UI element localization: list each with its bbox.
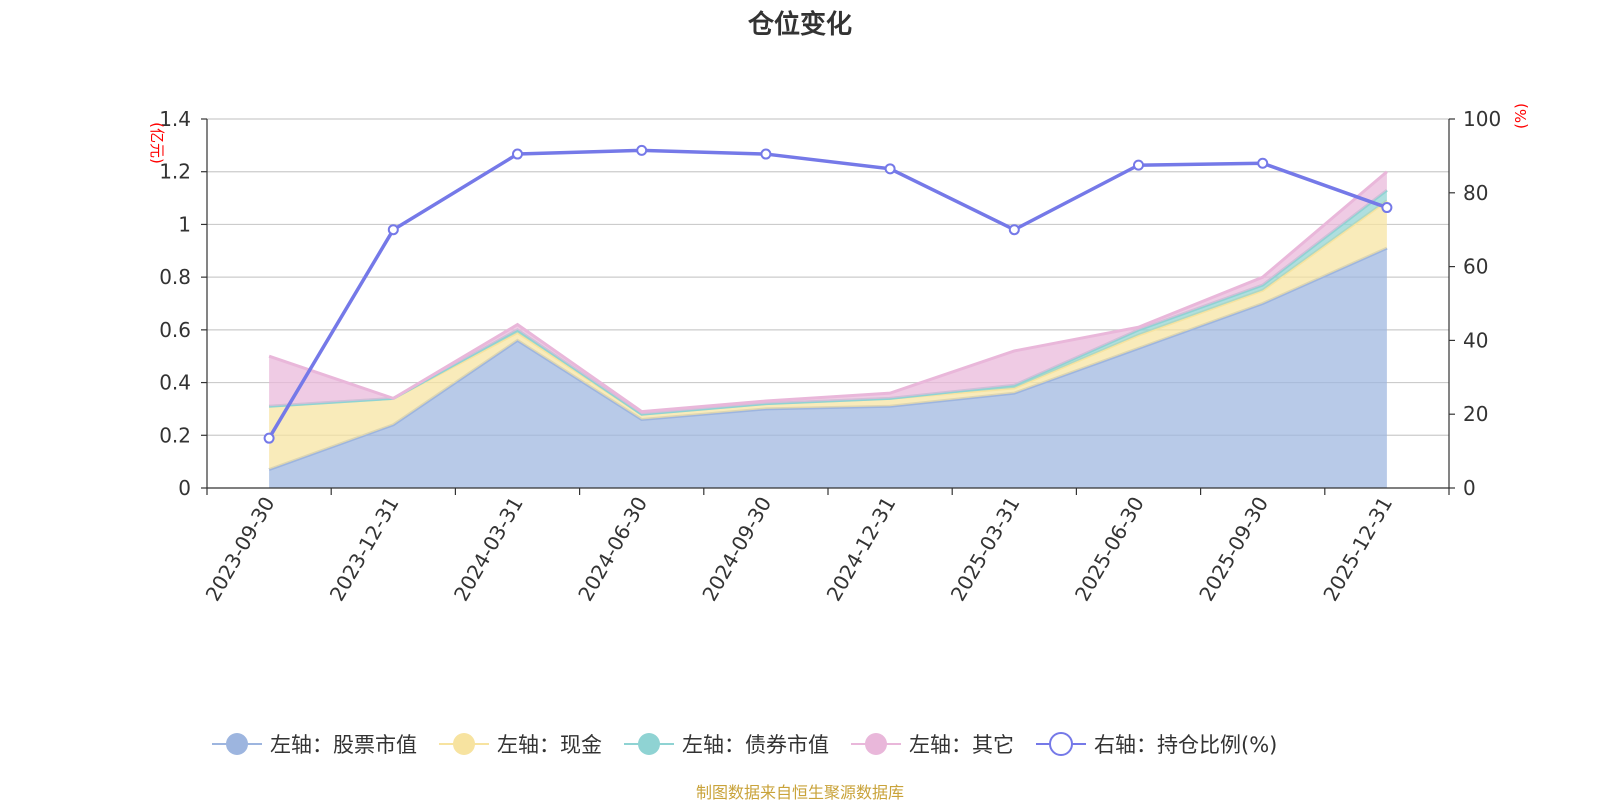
left-axis-tick-label: 0.4	[159, 371, 191, 395]
legend-item-2: 左轴：现金	[439, 733, 602, 757]
area-series-2	[269, 200, 1387, 470]
legend-item-3: 左轴：债券市值	[624, 733, 829, 757]
right-axis-tick-label: 60	[1463, 255, 1488, 279]
left-axis-tick-label: 0.8	[159, 265, 191, 289]
x-axis-tick-label: 2025-06-30	[1070, 493, 1149, 606]
right-axis-tick-label: 100	[1463, 107, 1501, 131]
area-series-1	[269, 248, 1387, 488]
holding-ratio-point	[1008, 224, 1020, 236]
x-axis-tick-label: 2024-12-31	[822, 493, 901, 606]
legend-marker-icon	[1049, 732, 1073, 756]
x-axis-tick-label: 2025-03-31	[946, 493, 1025, 606]
x-axis-tick-label: 2024-06-30	[573, 493, 652, 606]
legend-item-1: 左轴：股票市值	[212, 733, 417, 757]
holding-ratio-point	[1381, 202, 1393, 214]
x-axis-tick-label: 2024-09-30	[697, 493, 776, 606]
legend-label: 左轴：债券市值	[682, 733, 829, 757]
holding-ratio-point	[512, 148, 523, 160]
left-axis-tick-label: 0	[178, 476, 191, 500]
legend-label: 左轴：股票市值	[270, 733, 417, 757]
source-note: 制图数据来自恒生聚源数据库	[695, 783, 904, 802]
legend-marker-icon	[453, 733, 475, 755]
legend-item-5: 右轴：持仓比例(%)	[1036, 732, 1277, 757]
x-axis-tick-label: 2024-03-31	[449, 493, 528, 606]
chart-title: 仓位变化	[747, 10, 852, 40]
left-axis-tick-label: 1.2	[159, 160, 191, 184]
holding-ratio-line	[263, 144, 1393, 444]
left-axis-tick-label: 1.4	[159, 107, 191, 131]
holding-ratio-point	[387, 224, 399, 236]
legend: 左轴：股票市值 左轴：现金 左轴：债券市值 左轴：其它 右轴：持仓比例(%)	[212, 732, 1277, 757]
left-axis-tick-label: 0.2	[159, 423, 191, 447]
legend-label: 左轴：其它	[909, 733, 1014, 757]
holding-ratio-point	[1133, 159, 1144, 171]
area-series-edge-4	[268, 170, 1388, 414]
x-axis-tick-label: 2023-12-31	[325, 493, 404, 606]
x-axis-tick-label: 2025-12-31	[1318, 493, 1397, 606]
holding-ratio-point	[884, 163, 896, 175]
right-axis-unit: (%)	[1512, 103, 1530, 129]
left-axis-tick-label: 1	[178, 212, 191, 236]
x-axis-tick-label: 2025-09-30	[1194, 493, 1273, 606]
legend-item-4: 左轴：其它	[851, 733, 1014, 757]
legend-label: 左轴：现金	[497, 733, 602, 757]
x-axis-tick-label: 2023-09-30	[201, 493, 280, 606]
right-axis-tick-label: 20	[1463, 402, 1488, 426]
right-axis-tick-label: 0	[1463, 476, 1476, 500]
left-axis-unit: (亿元)	[148, 122, 166, 164]
legend-marker-icon	[865, 733, 887, 755]
stacked-areas	[268, 170, 1388, 488]
holding-ratio-path	[267, 148, 1388, 440]
legend-label: 右轴：持仓比例(%)	[1094, 733, 1277, 757]
left-axis-tick-label: 0.6	[159, 318, 191, 342]
legend-marker-icon	[638, 733, 660, 755]
holding-ratio-point	[636, 144, 648, 156]
right-axis-tick-label: 40	[1463, 328, 1488, 352]
holding-ratio-point	[1257, 157, 1269, 169]
right-axis-tick-label: 80	[1463, 181, 1488, 205]
legend-marker-icon	[226, 733, 248, 755]
holding-ratio-point	[263, 432, 275, 444]
holding-ratio-point	[760, 148, 772, 160]
